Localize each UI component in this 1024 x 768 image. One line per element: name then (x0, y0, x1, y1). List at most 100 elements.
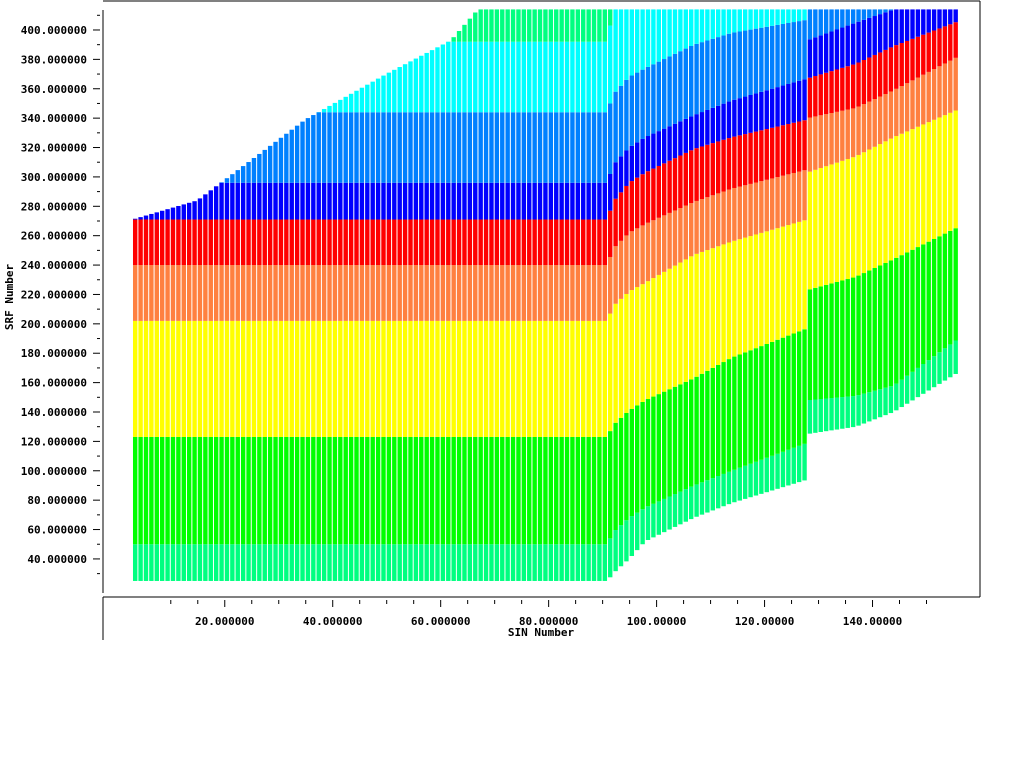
band-segment (953, 228, 958, 341)
band-segment (753, 9, 759, 29)
band-segment (829, 164, 834, 284)
band-segment (521, 182, 527, 220)
band-segment (618, 417, 624, 526)
band-segment (802, 329, 807, 444)
band-segment (543, 544, 548, 581)
y-tick-label: 400.000000 (21, 24, 87, 37)
band-segment (672, 386, 678, 495)
band-segment (694, 376, 699, 485)
band-segment (581, 182, 586, 220)
band-segment (921, 364, 926, 394)
band-segment (165, 265, 170, 321)
band-segment (359, 182, 365, 220)
band-segment (834, 397, 840, 430)
data-column (132, 218, 138, 581)
data-column (402, 64, 408, 581)
band-segment (392, 69, 397, 113)
data-column (500, 9, 505, 581)
band-segment (888, 91, 894, 139)
band-segment (591, 41, 597, 113)
band-segment (872, 9, 877, 17)
band-segment (467, 182, 473, 220)
band-segment (413, 436, 419, 545)
band-segment (305, 182, 311, 220)
band-segment (802, 20, 807, 80)
band-segment (780, 337, 786, 452)
band-segment (262, 436, 267, 545)
band-segment (915, 367, 921, 398)
band-segment (419, 320, 424, 437)
band-segment (316, 265, 321, 321)
data-column (726, 9, 732, 505)
band-segment (176, 265, 181, 321)
data-column (203, 194, 208, 581)
band-segment (840, 280, 845, 398)
band-segment (240, 265, 246, 321)
band-segment (483, 265, 489, 321)
band-segment (796, 80, 802, 122)
data-column (262, 149, 267, 581)
band-segment (467, 219, 473, 266)
data-column (170, 207, 176, 581)
band-segment (726, 101, 732, 139)
band-segment (823, 33, 829, 73)
band-segment (742, 96, 748, 135)
band-segment (235, 544, 240, 581)
band-segment (208, 320, 213, 437)
band-segment (494, 265, 500, 321)
band-segment (715, 141, 721, 194)
band-segment (176, 320, 181, 437)
band-segment (931, 69, 937, 120)
band-segment (883, 262, 888, 388)
band-segment (456, 112, 462, 183)
band-segment (791, 82, 796, 123)
band-segment (181, 219, 186, 266)
band-segment (462, 41, 467, 113)
band-segment (489, 9, 494, 42)
band-segment (224, 320, 230, 437)
band-segment (823, 114, 829, 167)
band-segment (921, 74, 926, 125)
band-segment (170, 265, 176, 321)
band-segment (721, 35, 726, 104)
data-column (775, 9, 780, 489)
band-segment (305, 544, 311, 581)
data-column (343, 96, 348, 581)
data-column (397, 67, 402, 581)
band-segment (867, 270, 872, 393)
data-column (348, 93, 354, 581)
band-segment (570, 265, 575, 321)
data-column (176, 205, 181, 581)
band-segment (451, 41, 456, 113)
band-segment (186, 202, 192, 220)
band-segment (678, 9, 683, 52)
band-segment (937, 352, 942, 384)
band-segment (154, 544, 159, 581)
band-segment (300, 265, 305, 321)
band-segment (370, 81, 375, 113)
band-segment (537, 182, 543, 220)
band-segment (397, 182, 402, 220)
data-column (462, 24, 467, 581)
band-segment (683, 152, 688, 206)
band-segment (597, 320, 602, 437)
band-segment (521, 265, 527, 321)
band-segment (548, 41, 554, 113)
band-segment (834, 29, 840, 70)
band-segment (370, 320, 375, 437)
band-segment (424, 112, 429, 183)
data-column (613, 9, 618, 572)
band-segment (348, 320, 354, 437)
band-segment (494, 182, 500, 220)
data-column (300, 121, 305, 581)
band-segment (213, 544, 219, 581)
band-segment (764, 179, 769, 232)
band-segment (748, 132, 753, 184)
band-segment (721, 362, 726, 474)
band-segment (262, 265, 267, 321)
band-segment (381, 112, 386, 183)
band-segment (575, 265, 581, 321)
band-segment (602, 219, 608, 266)
band-segment (473, 12, 478, 42)
band-segment (586, 544, 591, 581)
